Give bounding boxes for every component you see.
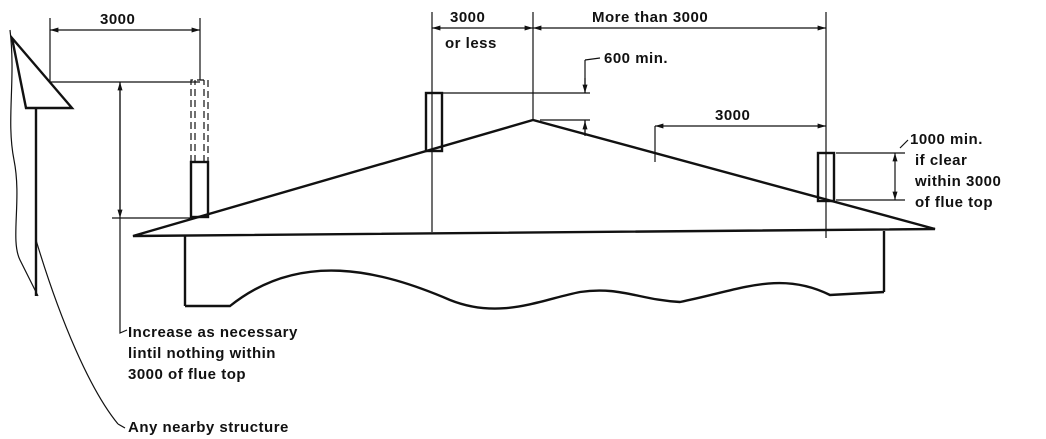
dim-label: within 3000 xyxy=(914,173,1001,190)
drawing xyxy=(9,12,936,425)
flue-extension xyxy=(190,79,209,162)
dim-label: or less xyxy=(445,35,497,52)
dim-label: More than 3000 xyxy=(592,9,708,26)
dim-label: of flue top xyxy=(915,194,993,211)
extension-lines xyxy=(49,12,905,238)
note: 3000 of flue top xyxy=(128,366,246,383)
structure-edge xyxy=(9,29,39,297)
dim-label: 3000 xyxy=(100,11,135,28)
dim-label: 3000 xyxy=(450,9,485,26)
dim-label: if clear xyxy=(915,152,967,169)
dim-label: 600 min. xyxy=(604,50,668,67)
roof xyxy=(132,118,936,238)
dim-label: 1000 min. xyxy=(910,131,983,148)
flue-center xyxy=(424,91,444,153)
structure-top xyxy=(9,33,75,110)
flue-left xyxy=(189,160,210,219)
ground xyxy=(185,269,885,310)
note: Any nearby structure xyxy=(128,419,289,436)
note: Increase as necessary xyxy=(128,324,298,341)
dim-label: 3000 xyxy=(715,107,750,124)
note: lintil nothing within xyxy=(128,345,276,362)
leaders xyxy=(35,57,909,425)
leader-tick xyxy=(117,423,126,429)
